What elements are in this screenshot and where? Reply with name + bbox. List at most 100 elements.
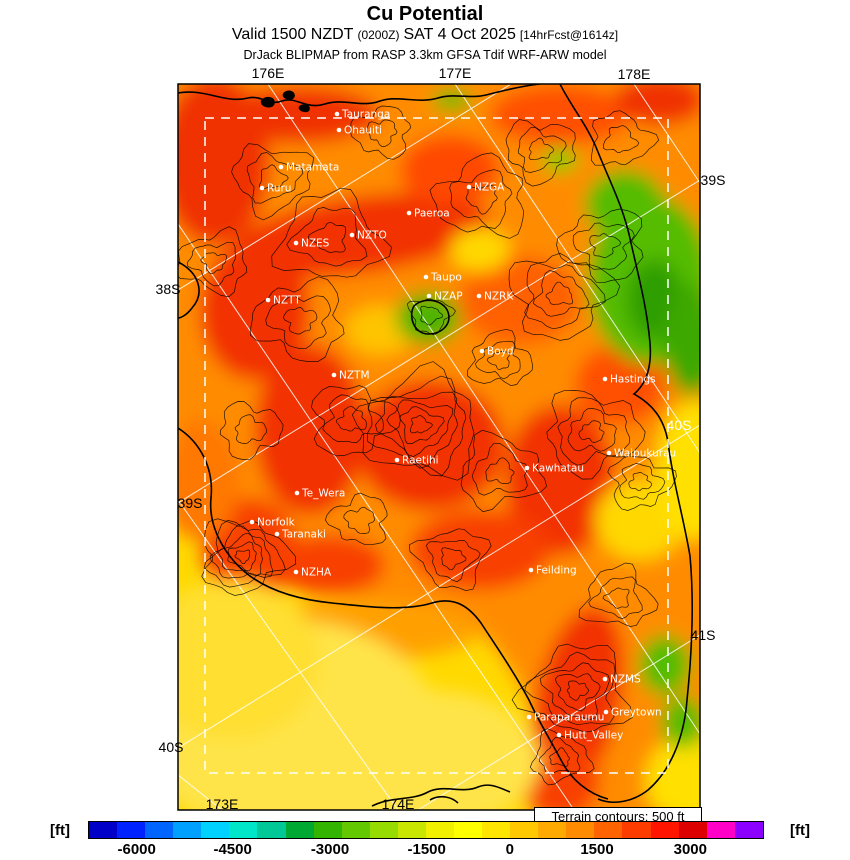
valid-prefix: Valid 1500 NZDT [231, 26, 354, 43]
lon-label-bottom: 173E [205, 796, 239, 812]
station-label: Feilding [536, 565, 577, 577]
valid-zulu-time: (0200Z) [357, 28, 400, 42]
terrain-contour [203, 519, 286, 588]
small-island [282, 90, 295, 100]
station-marker [479, 348, 485, 354]
terrain-contour [217, 532, 263, 577]
station-label: Hutt_Valley [564, 730, 623, 742]
lat-label-left: 38S [155, 281, 181, 297]
longitude-line [178, 223, 575, 810]
colorbar-segment [173, 822, 202, 838]
colorbar-segment [89, 822, 118, 838]
terrain-contour [282, 306, 318, 335]
coastline-layer [178, 84, 693, 807]
terrain-contour [578, 420, 605, 443]
terrain-contour [545, 281, 574, 305]
terrain-contour [578, 562, 659, 627]
terrain-contour [351, 361, 475, 481]
station-marker [606, 450, 612, 456]
terrain-contour [258, 164, 289, 190]
station-marker [259, 185, 265, 191]
coastline-bottom-islet [429, 795, 459, 804]
station-label: NZHA [301, 567, 332, 579]
station-marker [524, 465, 530, 471]
terrain-contour [410, 415, 433, 434]
station-label: Hastings [610, 374, 656, 386]
station-label: Paraparaumu [534, 712, 604, 724]
terrain-contour [467, 328, 533, 386]
station-label: NZMS [610, 674, 641, 686]
station-label: NZES [301, 238, 330, 250]
terrain-contour [619, 463, 666, 500]
terrain-contour [602, 587, 630, 609]
model-description: DrJack BLIPMAP from RASP 3.3km GFSA Tdif… [243, 48, 607, 62]
terrain-contour [486, 351, 511, 370]
lat-label-right: 41S [690, 627, 716, 643]
lat-label-right: 39S [700, 172, 726, 188]
latitude-line [178, 84, 512, 291]
model-domain-box [204, 117, 669, 774]
longitude-line [454, 84, 700, 454]
terrain-contour [429, 152, 524, 239]
terrain-contour [471, 442, 529, 496]
station-marker [334, 111, 340, 117]
terrain-contour [546, 390, 646, 480]
terrain-contour [246, 152, 304, 204]
station-label: Paeroa [414, 208, 450, 220]
station-label: Taupo [430, 272, 462, 284]
terrain-contour [591, 110, 660, 166]
terrain-contour [566, 680, 589, 701]
terrain-contour [286, 207, 368, 267]
colorbar-segment [257, 822, 286, 838]
forecast-tag: [14hrFcst@1614z] [519, 28, 619, 42]
colorbar-segment [566, 822, 595, 838]
station-label: NZTT [273, 295, 301, 307]
longitude-line [178, 499, 399, 810]
lat-label-left: 40S [158, 739, 184, 755]
station-label: NZAP [434, 291, 463, 303]
colorbar-segment [145, 822, 174, 838]
lat-label-left: 39S [177, 495, 203, 511]
terrain-contour [178, 226, 248, 298]
terrain-contour [219, 401, 284, 460]
terrain-contour [628, 472, 653, 491]
colorbar-segment [594, 822, 623, 838]
station-marker [526, 714, 532, 720]
terrain-contour [209, 525, 274, 579]
colorbar-gradient [88, 821, 764, 839]
station-marker [528, 567, 534, 573]
terrain-contour [420, 305, 444, 326]
colorbar-segment [313, 822, 342, 838]
terrain-contour [234, 414, 268, 444]
terrain-contour [324, 492, 388, 546]
station-label: Waipukurau [614, 448, 676, 460]
colorbar-tick: 1500 [580, 841, 614, 858]
station-marker [265, 297, 271, 303]
station-marker [423, 274, 429, 280]
station-marker [293, 569, 299, 575]
station-marker [249, 519, 255, 525]
map-frame [177, 83, 701, 811]
colorbar-segment [397, 822, 426, 838]
terrain-contour [200, 252, 227, 275]
station-marker [602, 676, 608, 682]
colorbar-unit-left: [ft] [50, 822, 70, 839]
station-marker [293, 240, 299, 246]
terrain-contour [336, 406, 367, 432]
terrain-contour [271, 187, 392, 278]
colorbar-segment [369, 822, 398, 838]
terrain-contour [408, 528, 492, 591]
terrain-contour [602, 125, 640, 153]
coastline-bottom-sounds [371, 784, 511, 807]
colorbar-segment [706, 822, 735, 838]
terrain-contour [250, 276, 345, 362]
colorbar-segment [482, 822, 511, 838]
colorbar-segment [538, 822, 567, 838]
terrain-contour [460, 429, 547, 513]
terrain-contour [557, 397, 631, 466]
station-label: Boyd [487, 346, 514, 358]
station-label: Raetihi [402, 455, 439, 467]
terrain-contour [538, 736, 581, 775]
station-marker [278, 164, 284, 170]
terrain-contour [234, 549, 251, 565]
